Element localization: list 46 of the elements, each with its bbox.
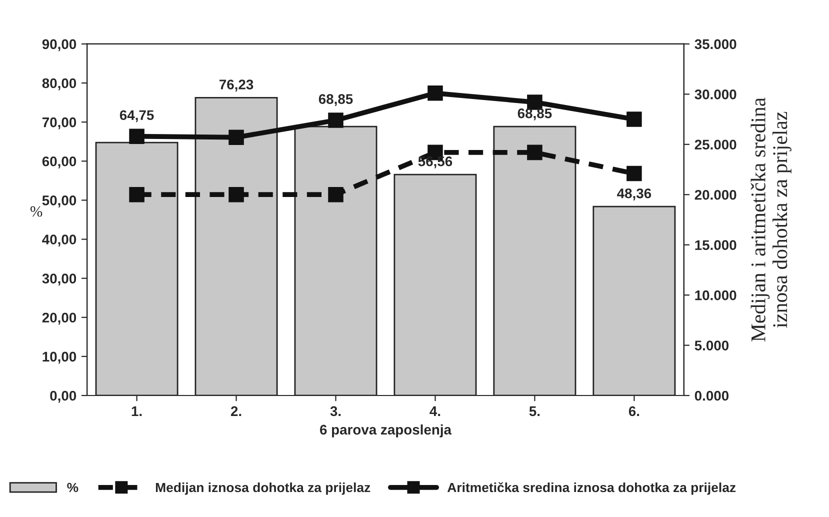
point bbox=[228, 130, 244, 145]
y2-axis-title: Medijan i aritmetička sredina iznosa dohotka za prijelaz bbox=[750, 98, 792, 342]
point bbox=[129, 128, 144, 144]
y-tick-label: 90,00 bbox=[42, 39, 76, 52]
y2-tick-label: 25.000 bbox=[694, 140, 736, 150]
x-axis-title: 6 parova zaposlenja bbox=[320, 424, 452, 438]
y2-tick-label: 15.000 bbox=[695, 240, 736, 250]
y-tick-label: 40,00 bbox=[42, 234, 76, 246]
point bbox=[626, 166, 642, 182]
data-label: 56,56 bbox=[418, 156, 452, 168]
point bbox=[626, 112, 642, 127]
data-label: 76,23 bbox=[219, 80, 254, 92]
y2-tick-label: 35.000 bbox=[694, 39, 736, 50]
y-tick-label: 70,00 bbox=[42, 117, 76, 130]
legend-label: Medijan iznosa dohotka za prijelaz bbox=[156, 482, 370, 495]
x-tick-label: 6. bbox=[628, 406, 640, 416]
legend-label: % bbox=[67, 482, 78, 492]
y-tick-label: 10,00 bbox=[42, 352, 76, 364]
y-axis-title: % bbox=[30, 206, 42, 217]
legend-label: Aritmetička sredina iznosa dohotka za prijelaz bbox=[447, 482, 736, 495]
y-tick-label: 30,00 bbox=[42, 274, 76, 286]
x-tick-label: 3. bbox=[330, 406, 341, 416]
data-label: 64,75 bbox=[120, 110, 154, 122]
x-tick-label: 5. bbox=[529, 406, 540, 416]
point bbox=[428, 86, 443, 101]
y2-tick-label: 20.000 bbox=[694, 190, 736, 200]
y2-tick-label: 0.000 bbox=[694, 390, 729, 401]
y2-tick-label: 30.000 bbox=[694, 90, 736, 100]
y-tick-label: 80,00 bbox=[42, 78, 76, 90]
y2-tick-label: 10.000 bbox=[695, 290, 736, 300]
y2-tick-label: 5.000 bbox=[694, 340, 729, 350]
point bbox=[328, 186, 344, 202]
y-tick-label: 50,00 bbox=[42, 196, 76, 208]
point bbox=[328, 112, 344, 128]
point bbox=[527, 144, 542, 160]
point bbox=[129, 186, 144, 202]
data-label: 68,85 bbox=[518, 108, 552, 120]
y-tick-label: 60,00 bbox=[42, 156, 76, 168]
y-tick-label: 0,00 bbox=[50, 390, 76, 403]
data-label: 48,36 bbox=[617, 188, 652, 200]
x-tick-label: 1. bbox=[132, 406, 142, 416]
point bbox=[228, 186, 244, 202]
y-tick-label: 20,00 bbox=[42, 312, 76, 325]
x-tick-label: 4. bbox=[430, 406, 440, 416]
x-tick-label: 2. bbox=[230, 406, 242, 416]
data-label: 68,85 bbox=[318, 94, 353, 106]
